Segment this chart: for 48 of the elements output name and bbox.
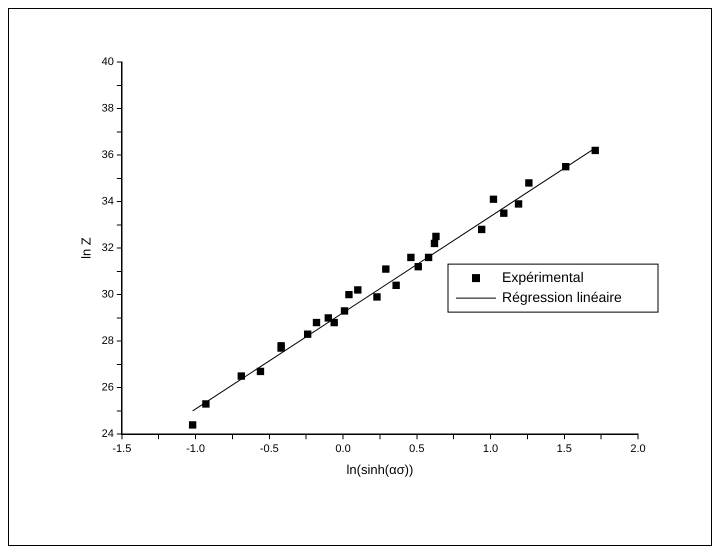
- point: [330, 318, 338, 326]
- y-axis-title: ln Z: [78, 237, 94, 259]
- x-tick-label: -1.0: [186, 442, 206, 455]
- x-tick-label: -0.5: [260, 442, 279, 455]
- point: [514, 200, 522, 208]
- point: [354, 286, 362, 294]
- point: [478, 226, 486, 234]
- point: [490, 196, 498, 203]
- point: [500, 210, 508, 217]
- y-tick-label: 30: [102, 288, 114, 301]
- point: [414, 263, 422, 270]
- x-tick-label: 0.5: [409, 442, 424, 455]
- point: [424, 254, 432, 262]
- point: [382, 265, 390, 273]
- x-axis-title: ln(sinh(ασ)): [346, 462, 414, 477]
- point: [238, 372, 245, 380]
- y-tick-label: 36: [102, 149, 114, 162]
- point: [256, 368, 264, 376]
- x-tick-label: -1.5: [112, 442, 132, 455]
- point: [277, 342, 285, 350]
- point: [312, 318, 320, 326]
- y-tick-label: 26: [102, 382, 114, 394]
- x-tick-label: 1.0: [482, 442, 498, 455]
- x-tick-label: 2.0: [630, 442, 646, 455]
- point: [525, 179, 533, 187]
- point: [407, 254, 415, 262]
- point: [304, 330, 312, 338]
- legend-label: Expérimental: [502, 268, 584, 285]
- y-tick-label: 32: [102, 242, 114, 254]
- y-tick-label: 38: [102, 102, 114, 115]
- point: [392, 282, 400, 289]
- y-tick-label: 28: [102, 335, 114, 348]
- point: [562, 163, 570, 170]
- point: [373, 293, 381, 301]
- point: [188, 421, 196, 429]
- y-tick-label: 24: [102, 428, 114, 440]
- point: [430, 240, 438, 248]
- point: [340, 307, 348, 315]
- point: [345, 290, 353, 298]
- point: [202, 400, 210, 408]
- x-tick-label: 0.0: [335, 442, 351, 455]
- x-tick-label: 1.5: [556, 442, 572, 455]
- point: [432, 232, 440, 240]
- point: [592, 146, 599, 154]
- y-tick-label: 34: [102, 196, 114, 208]
- y-tick-label: 40: [102, 56, 114, 68]
- legend-label: Régression linéaire: [502, 288, 622, 305]
- point: [324, 314, 332, 322]
